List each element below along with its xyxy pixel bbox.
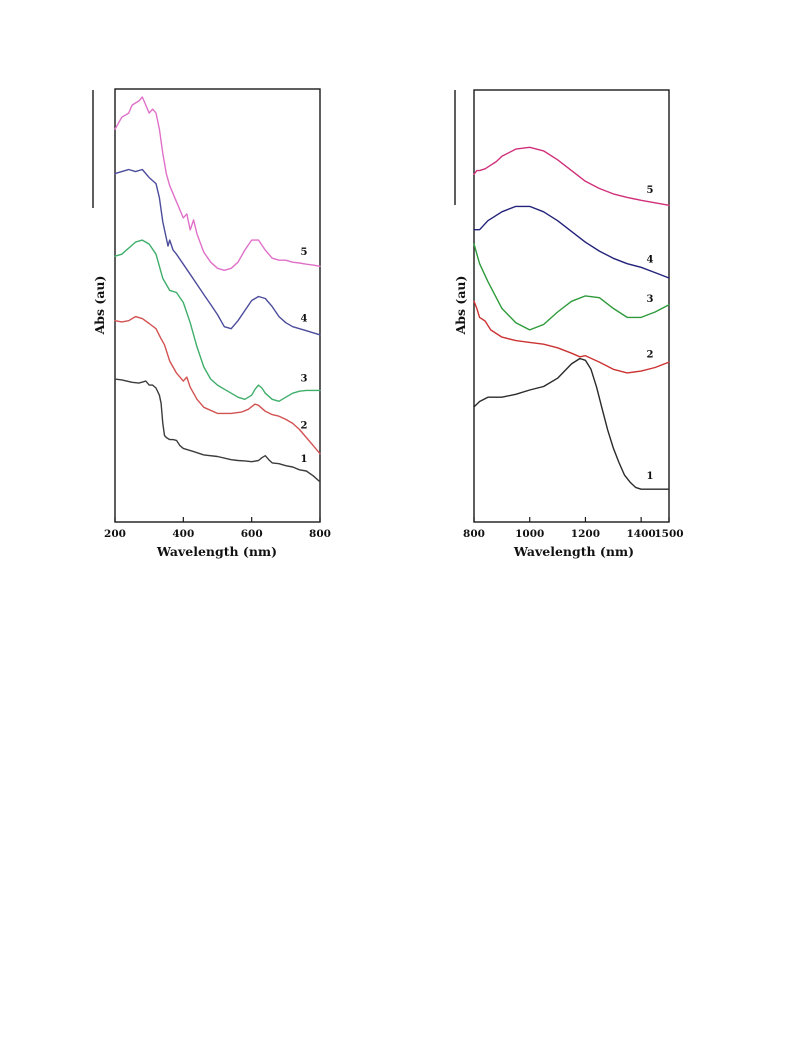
- series-3-line: [473, 243, 670, 331]
- x-tick-label: 1200: [571, 528, 600, 540]
- x-tick-label: 800: [309, 528, 331, 540]
- right-panel-frame: [473, 89, 670, 523]
- uv-vis-panel: 200 400 600 800 1 2 3 4 5 Wavelength (nm) Abs (…: [92, 88, 331, 559]
- series-2-line: [473, 300, 670, 374]
- x-tick-label: 1400: [626, 528, 655, 540]
- series-5-line: [473, 146, 670, 206]
- series-1-line: [473, 357, 670, 490]
- left-y-axis-title: Abs (au): [92, 276, 107, 336]
- x-tick-label: 400: [172, 528, 194, 540]
- series-2-label: 2: [647, 350, 654, 361]
- series-5-label: 5: [301, 247, 308, 258]
- x-tick-label: 200: [104, 528, 126, 540]
- series-2-label: 2: [301, 421, 308, 432]
- series-5-label: 5: [647, 185, 654, 196]
- series-3-label: 3: [647, 294, 654, 305]
- x-tick-label: 1500: [654, 528, 683, 540]
- series-4-line: [114, 168, 321, 336]
- series-3-label: 3: [301, 373, 308, 384]
- left-x-axis-title: Wavelength (nm): [156, 544, 277, 559]
- series-4-label: 4: [647, 255, 654, 266]
- x-tick-label: 800: [463, 528, 485, 540]
- right-x-axis-title: Wavelength (nm): [513, 544, 634, 559]
- series-1-label: 1: [301, 454, 308, 465]
- x-tick-label: 1000: [515, 528, 544, 540]
- right-panel-curves: [473, 146, 670, 490]
- series-1-label: 1: [647, 471, 654, 482]
- right-y-axis-title: Abs (au): [453, 276, 468, 336]
- left-panel-curve-labels: 1 2 3 4 5: [301, 247, 308, 465]
- figure: 200 400 600 800 1 2 3 4 5 Wavelength (nm) Abs (…: [92, 88, 684, 559]
- series-2-line: [114, 315, 321, 455]
- series-5-line: [114, 96, 321, 271]
- series-1-line: [114, 378, 321, 483]
- series-4-label: 4: [301, 314, 308, 325]
- x-tick-label: 600: [241, 528, 263, 540]
- right-panel-curve-labels: 1 2 3 4 5: [647, 185, 654, 482]
- left-panel-curves: [114, 96, 321, 483]
- series-4-line: [473, 205, 670, 279]
- left-panel-frame: [114, 88, 321, 523]
- series-3-line: [114, 239, 321, 402]
- left-panel-x-ticks: 200 400 600 800: [104, 517, 331, 540]
